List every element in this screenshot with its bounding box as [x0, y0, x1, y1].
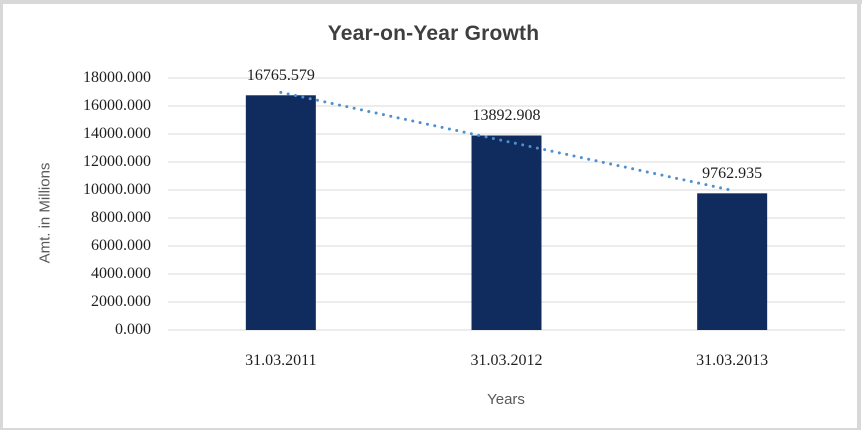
bar — [471, 135, 542, 330]
bar-data-label: 13892.908 — [472, 107, 541, 125]
y-tick-label: 10000.000 — [83, 181, 151, 198]
y-tick-label: 14000.000 — [83, 125, 151, 142]
bar — [697, 193, 768, 330]
y-tick-label: 8000.000 — [91, 209, 151, 226]
bar-data-label: 9762.935 — [702, 165, 763, 183]
y-tick-label: 2000.000 — [91, 293, 151, 310]
frame-border-top — [0, 0, 862, 4]
x-axis-title: Years — [487, 391, 525, 408]
frame-border-left — [0, 0, 3, 430]
y-tick-label: 0.000 — [115, 321, 151, 338]
y-tick-label: 12000.000 — [83, 153, 151, 170]
bar — [245, 95, 316, 330]
y-tick-label: 4000.000 — [91, 265, 151, 282]
frame-border-bottom — [0, 428, 861, 430]
bar-data-label: 16765.579 — [246, 67, 315, 85]
frame-border-right — [857, 0, 861, 430]
y-tick-label: 16000.000 — [83, 97, 151, 114]
x-category-label: 31.03.2011 — [245, 352, 317, 369]
x-category-label: 31.03.2012 — [470, 352, 543, 369]
x-category-label: 31.03.2013 — [696, 352, 769, 369]
y-tick-label: 6000.000 — [91, 237, 151, 254]
y-tick-label: 18000.000 — [83, 69, 151, 86]
chart-title: Year-on-Year Growth — [327, 22, 540, 45]
